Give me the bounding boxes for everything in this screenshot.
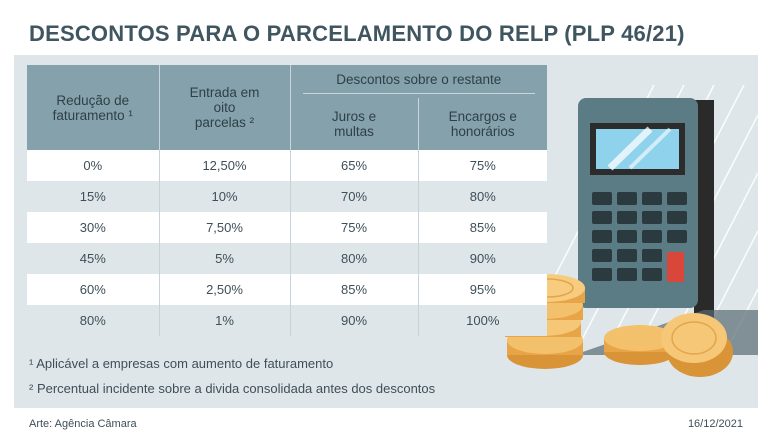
footnotes: ¹ Aplicável a empresas com aumento de fa… [29,351,435,401]
footnote-2: ² Percentual incidente sobre a divida co… [29,381,436,396]
table-row: 30% 7,50% 75% 85% [27,212,547,243]
cell-juros: 75% [290,212,419,243]
calculator-shadow [694,100,714,350]
table-row: 80% 1% 90% 100% [27,305,547,336]
header-encargos: Encargos e honorários [418,98,547,150]
table-row: 0% 12,50% 65% 75% [27,150,547,181]
cell-entrada: 12,50% [159,150,291,181]
cell-reducao: 15% [27,181,160,212]
cell-encargos: 75% [418,150,547,181]
table-row: 15% 10% 70% 80% [27,181,547,212]
cell-entrada: 2,50% [159,274,291,305]
cell-encargos: 100% [418,305,547,336]
cell-encargos: 90% [418,243,547,274]
header-divider [302,92,535,94]
date-text: 16/12/2021 [687,418,743,430]
page-title: DESCONTOS PARA O PARCELAMENTO DO RELP (P… [29,21,685,46]
cell-juros: 80% [290,243,419,274]
cell-reducao: 80% [27,305,160,336]
cell-entrada: 10% [159,181,291,212]
cell-entrada: 1% [159,305,291,336]
credit-text: Arte: Agência Câmara [29,418,137,430]
header-descontos-group-label: Descontos sobre o restante [336,71,502,87]
footnote-1: ¹ Aplicável a empresas com aumento de fa… [29,356,334,371]
cell-juros: 90% [290,305,419,336]
header-juros: Juros e multas [290,98,419,150]
cell-reducao: 45% [27,243,160,274]
table-row: 45% 5% 80% 90% [27,243,547,274]
header-reducao: Redução de faturamento ¹ [27,65,160,150]
cell-encargos: 95% [418,274,547,305]
cell-juros: 65% [290,150,419,181]
cell-reducao: 60% [27,274,160,305]
cell-entrada: 7,50% [159,212,291,243]
table-row: 60% 2,50% 85% 95% [27,274,547,305]
cell-reducao: 30% [27,212,160,243]
header-descontos-group: Descontos sobre o restante [290,65,547,98]
header-entrada: Entrada em oito parcelas ² [159,65,291,150]
cell-juros: 85% [290,274,419,305]
discount-table: Redução de faturamento ¹ Entrada em oito… [27,65,547,336]
cell-entrada: 5% [159,243,291,274]
cell-juros: 70% [290,181,419,212]
cell-encargos: 85% [418,212,547,243]
cell-encargos: 80% [418,181,547,212]
cell-reducao: 0% [27,150,160,181]
